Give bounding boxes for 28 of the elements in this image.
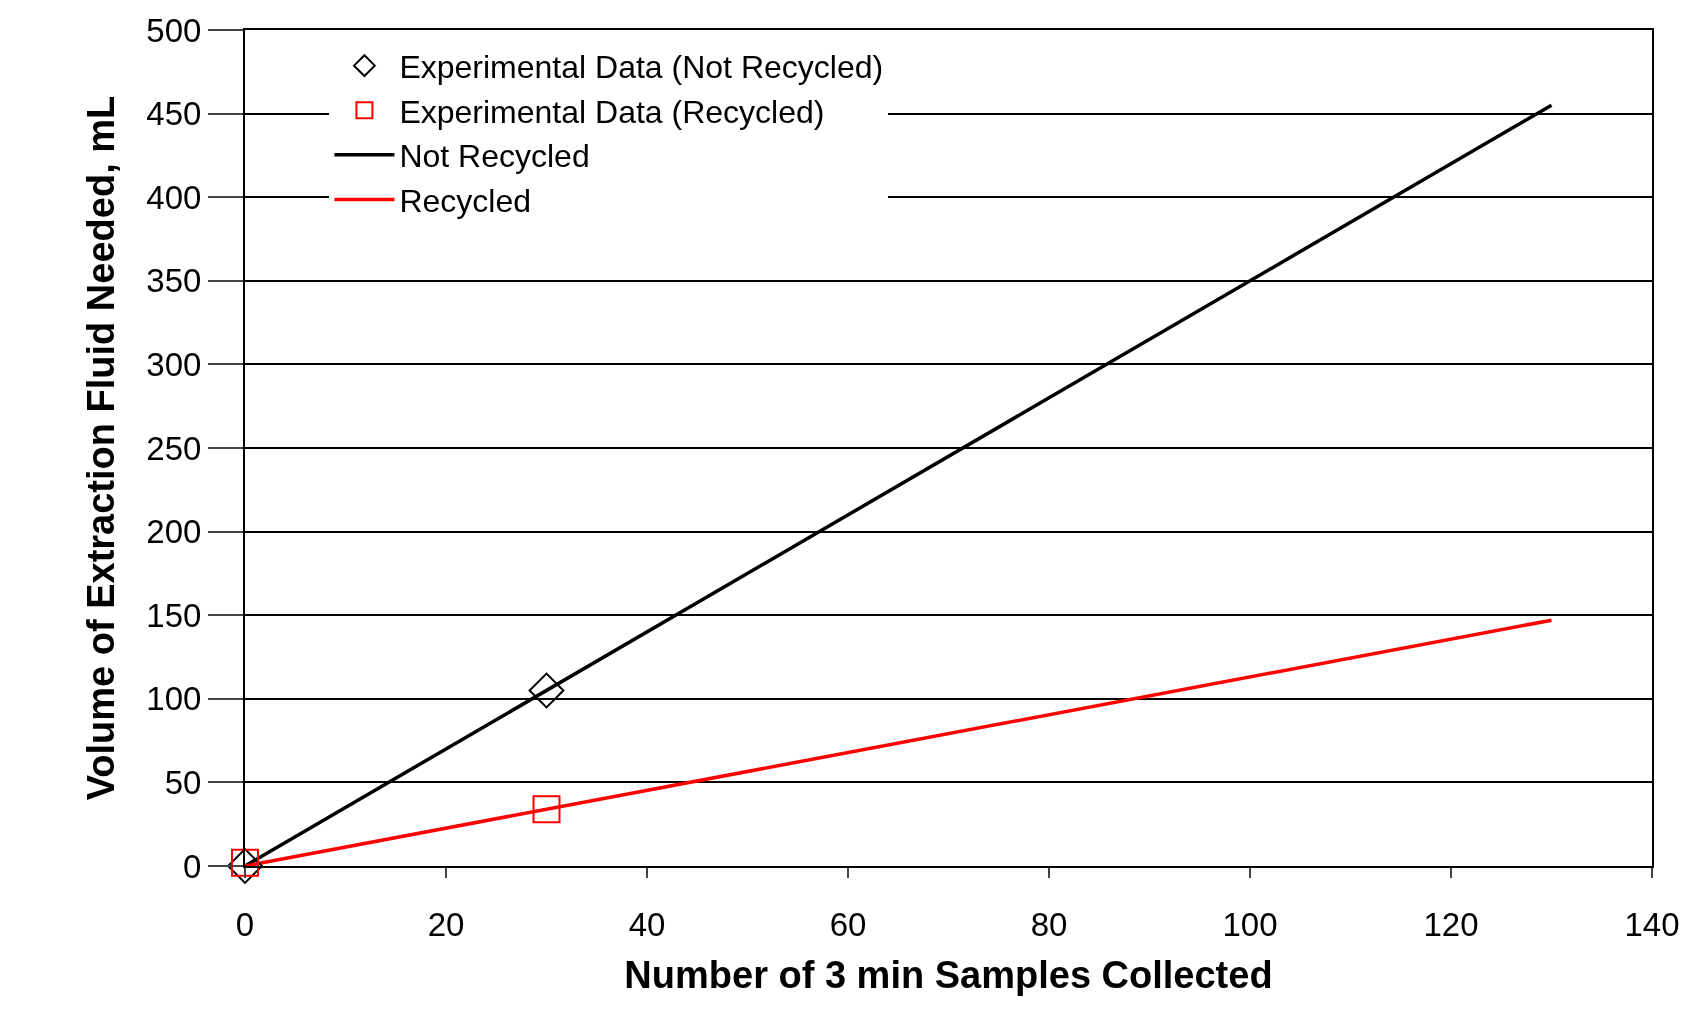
y-tick-label: 500 [146,11,202,49]
x-axis-title: Number of 3 min Samples Collected [624,954,1273,997]
point [227,848,263,884]
point [532,795,561,824]
y-tick-label: 450 [146,95,202,133]
x-tick-label: 40 [628,905,666,943]
legend-label: Experimental Data (Recycled) [399,93,825,130]
x-tick-label: 20 [427,905,465,943]
y-tick-label: 0 [183,847,202,885]
legend-label: Not Recycled [399,138,590,175]
y-tick-label: 300 [146,345,202,383]
y-tick-label: 100 [146,680,202,718]
point [528,672,565,709]
y-tick-label: 350 [146,262,202,300]
y-tick-label: 200 [146,513,202,551]
x-tick-label: 140 [1624,905,1680,943]
x-tick-label: 120 [1423,905,1479,943]
x-tick-label: 0 [235,905,255,943]
y-tick-label: 250 [146,429,202,467]
x-tick-label: 80 [1030,905,1068,943]
y-tick-label: 400 [146,178,202,216]
y-tick-label: 50 [164,763,202,801]
legend-label: Recycled [399,182,532,219]
x-tick-label: 60 [829,905,867,943]
legend-label: Experimental Data (Not Recycled) [399,49,884,86]
y-axis-title: Volume of Extraction Fluid Needed, mL [80,95,123,801]
y-tick-label: 150 [146,596,202,634]
x-tick-label: 100 [1222,905,1278,943]
